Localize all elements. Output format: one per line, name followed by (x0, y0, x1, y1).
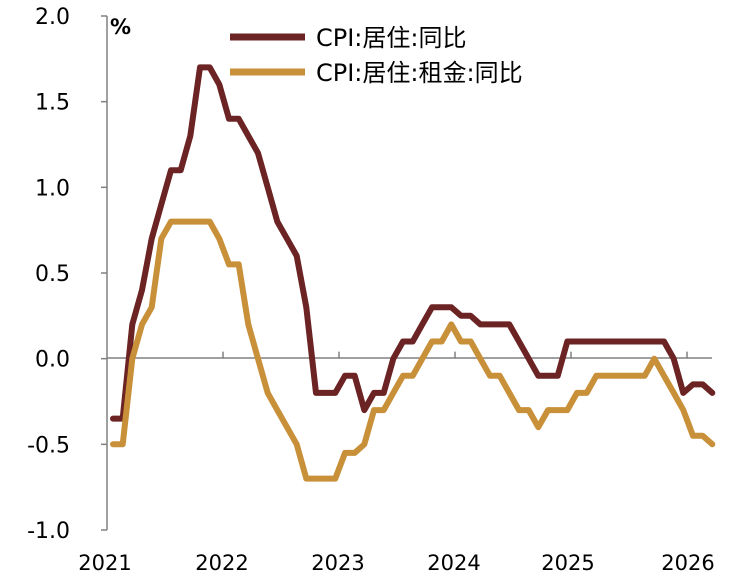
y-tick-marks (101, 15, 107, 531)
y-tick-label: -0.5 (27, 433, 70, 458)
x-tick-label: 2022 (195, 551, 248, 575)
y-tick-label: 2.0 (35, 5, 70, 30)
legend-label-series-2: CPI:居住:租金:同比 (316, 59, 523, 87)
x-tick-label: 2025 (541, 551, 594, 575)
y-tick-label: 1.0 (35, 176, 70, 201)
y-tick-label: 1.5 (35, 91, 70, 116)
series-lines (110, 64, 716, 482)
y-tick-label: -1.0 (27, 519, 70, 544)
x-tick-marks (222, 351, 688, 359)
x-tick-label: 2023 (311, 551, 364, 575)
legend: CPI:居住:同比 CPI:居住:租金:同比 (230, 24, 523, 87)
x-tick-label: 2021 (78, 551, 131, 575)
series-line-1 (110, 64, 716, 422)
x-tick-label: 2026 (661, 551, 714, 575)
series-line-2 (110, 218, 716, 482)
legend-label-series-1: CPI:居住:同比 (316, 24, 466, 52)
y-tick-label: 0.5 (35, 262, 70, 287)
x-tick-labels: 2021 2022 2023 2024 2025 2026 (78, 551, 714, 575)
chart-axes: 2.0 1.5 1.0 0.5 0.0 -0.5 -1.0 2021 2022 2023 2024… (27, 5, 715, 575)
y-axis-unit-label: % (110, 15, 131, 39)
y-tick-label: 0.0 (35, 348, 70, 373)
y-tick-labels: 2.0 1.5 1.0 0.5 0.0 -0.5 -1.0 (27, 5, 70, 544)
x-tick-label: 2024 (427, 551, 480, 575)
